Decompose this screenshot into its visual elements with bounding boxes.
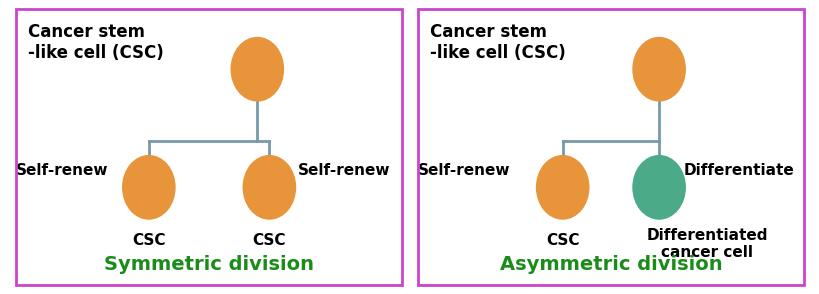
Text: CSC: CSC: [132, 233, 165, 248]
Text: Asymmetric division: Asymmetric division: [499, 255, 722, 274]
Text: Self-renew: Self-renew: [297, 163, 390, 178]
Ellipse shape: [243, 156, 295, 219]
Text: CSC: CSC: [545, 233, 579, 248]
Ellipse shape: [536, 156, 588, 219]
Text: Self-renew: Self-renew: [418, 163, 510, 178]
Ellipse shape: [632, 38, 685, 101]
Text: Symmetric division: Symmetric division: [104, 255, 314, 274]
Text: Cancer stem
-like cell (CSC): Cancer stem -like cell (CSC): [28, 23, 164, 62]
Text: Differentiate: Differentiate: [682, 163, 793, 178]
Text: CSC: CSC: [252, 233, 286, 248]
Ellipse shape: [632, 156, 685, 219]
Ellipse shape: [231, 38, 283, 101]
Ellipse shape: [123, 156, 174, 219]
Text: Cancer stem
-like cell (CSC): Cancer stem -like cell (CSC): [429, 23, 565, 62]
Text: Self-renew: Self-renew: [16, 163, 109, 178]
Text: Differentiated
cancer cell: Differentiated cancer cell: [646, 228, 767, 260]
